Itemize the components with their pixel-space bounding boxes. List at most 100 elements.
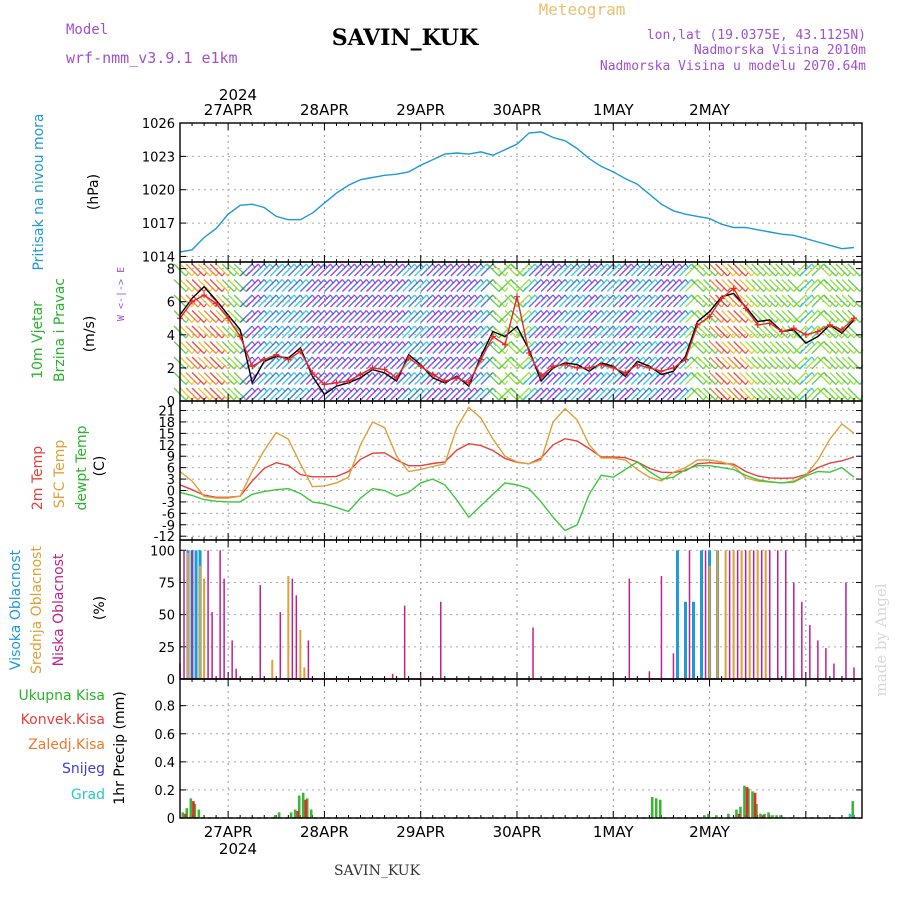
wind-barb — [823, 387, 837, 401]
wind-barb — [492, 372, 506, 385]
wind-barb — [275, 279, 289, 292]
wind-barb — [209, 356, 223, 370]
wind-barb — [558, 341, 572, 354]
wind-barb — [245, 310, 259, 323]
wind-barb — [269, 294, 283, 308]
wind-barb — [588, 372, 602, 385]
wind-barb — [221, 294, 235, 308]
wind-barb — [787, 341, 801, 354]
wind-barb — [456, 372, 470, 385]
wind-barb — [269, 310, 283, 323]
series-bar — [203, 578, 206, 679]
wind-barb — [715, 341, 729, 354]
wind-barb — [408, 310, 422, 323]
wind-barb — [486, 294, 500, 308]
wind-barb — [402, 294, 416, 308]
wind-barb — [733, 310, 747, 323]
top-date-label: 1MAY — [593, 101, 635, 119]
wind-barb — [697, 341, 711, 354]
wind-barb — [829, 356, 843, 370]
wind-barb — [733, 372, 747, 385]
wind-barb — [311, 279, 325, 292]
wind-barb — [251, 263, 265, 277]
wind-barb — [781, 294, 795, 308]
wind-barb — [432, 294, 446, 308]
series-bar — [304, 799, 308, 818]
wind-barb — [763, 372, 777, 385]
wind-barb — [817, 325, 831, 339]
wind-barb — [793, 294, 807, 308]
wind-barb — [239, 341, 253, 354]
wind-barb — [691, 356, 705, 370]
wind-barb — [769, 310, 783, 323]
wind-barb — [817, 341, 831, 354]
wind-barb — [341, 341, 355, 354]
wind-barb — [372, 387, 386, 401]
wind-barb — [438, 310, 452, 323]
wind-barb — [757, 279, 771, 292]
wind-barb — [721, 372, 735, 385]
wind-barb — [534, 263, 548, 277]
wind-barb — [751, 341, 765, 354]
wind-barb — [311, 387, 325, 401]
wind-barb — [504, 380, 509, 385]
lonlat-text: lon,lat (19.0375E, 43.1125N) — [647, 28, 866, 43]
wind-barb — [636, 294, 650, 308]
wind-barb — [835, 356, 849, 370]
wind-barb — [287, 356, 301, 370]
wind-barb — [504, 302, 509, 308]
wind-barb — [185, 387, 199, 401]
bottom-date-label: 2MAY — [689, 823, 731, 841]
series-bar — [851, 801, 855, 818]
wind-barb — [709, 325, 723, 339]
wind-barb — [305, 294, 319, 308]
wind-barb — [504, 271, 509, 277]
wind-barb — [666, 294, 680, 308]
wind-barb — [504, 356, 518, 370]
wind-barb — [727, 387, 741, 401]
wind-barb — [618, 325, 632, 339]
wind-barb — [414, 325, 428, 339]
temp-label-sfc: SFC Temp — [52, 440, 68, 509]
wind-barb — [438, 294, 452, 308]
wind-barb — [197, 325, 211, 339]
wind-barb — [781, 325, 795, 339]
wind-barb — [408, 356, 422, 370]
wind-barb — [546, 341, 560, 354]
wind-barb — [757, 387, 771, 401]
wind-barb — [299, 372, 313, 385]
y-tick-label: 3 — [167, 473, 175, 488]
wind-barb — [666, 325, 680, 339]
wind-barb — [360, 372, 374, 385]
wind-barb — [624, 341, 638, 354]
y-tick-label: 75 — [158, 576, 175, 591]
wind-barb — [540, 325, 554, 339]
wind-barb — [781, 263, 795, 277]
wind-barb — [396, 372, 410, 385]
wind-barb — [492, 387, 506, 401]
wind-barb — [739, 294, 753, 308]
wind-barb — [642, 372, 656, 385]
wind-barb — [829, 279, 843, 292]
wind-barb — [588, 279, 602, 292]
wind-barb — [227, 341, 241, 354]
wind-barb — [721, 325, 735, 339]
wind-barb — [432, 356, 446, 370]
wind-barb — [462, 387, 476, 401]
wind-barb — [733, 325, 747, 339]
wind-barb — [179, 356, 193, 370]
wind-barb — [281, 372, 295, 385]
credit-text: made by Angel — [872, 583, 890, 696]
wind-barb — [528, 341, 542, 354]
series-bar — [309, 809, 313, 818]
wind-barb — [835, 279, 849, 292]
wind-barb — [462, 356, 476, 370]
y-tick-label: 0 — [167, 812, 175, 827]
wind-barb — [456, 356, 470, 370]
wind-barb — [685, 263, 698, 277]
wind-barb — [630, 263, 644, 277]
wind-barb — [745, 263, 759, 277]
series-bar — [207, 550, 209, 679]
